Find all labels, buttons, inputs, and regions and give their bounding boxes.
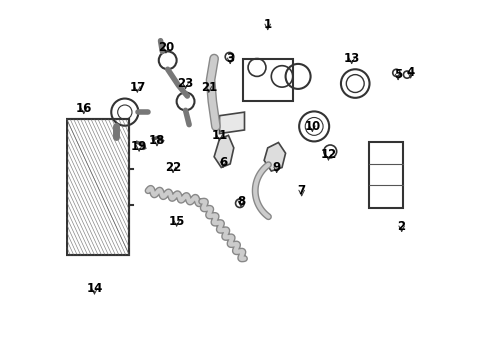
Text: 3: 3 xyxy=(225,52,234,65)
Polygon shape xyxy=(214,135,233,167)
Text: 15: 15 xyxy=(168,215,184,228)
Text: 20: 20 xyxy=(158,41,174,54)
Text: 16: 16 xyxy=(76,102,92,115)
Bar xyxy=(242,59,292,100)
Text: 1: 1 xyxy=(263,18,271,31)
Text: 6: 6 xyxy=(219,156,227,168)
Text: 9: 9 xyxy=(272,161,280,174)
Text: 19: 19 xyxy=(131,140,147,153)
Text: 2: 2 xyxy=(397,220,405,233)
Text: 10: 10 xyxy=(304,120,320,133)
Text: 7: 7 xyxy=(297,184,305,197)
Text: 5: 5 xyxy=(393,68,402,81)
Polygon shape xyxy=(264,143,285,171)
Text: 21: 21 xyxy=(200,81,217,94)
Polygon shape xyxy=(219,112,244,134)
Text: 14: 14 xyxy=(86,283,102,296)
Bar xyxy=(368,141,402,208)
Bar xyxy=(67,119,129,255)
Text: 18: 18 xyxy=(148,134,165,147)
Text: 11: 11 xyxy=(211,129,227,142)
Text: 23: 23 xyxy=(177,77,193,90)
Text: 8: 8 xyxy=(236,195,244,208)
Bar xyxy=(67,119,129,255)
Text: 12: 12 xyxy=(320,148,336,162)
Text: 22: 22 xyxy=(164,161,181,174)
Text: 17: 17 xyxy=(129,81,145,94)
Text: 13: 13 xyxy=(343,52,359,65)
Text: 4: 4 xyxy=(406,66,414,79)
